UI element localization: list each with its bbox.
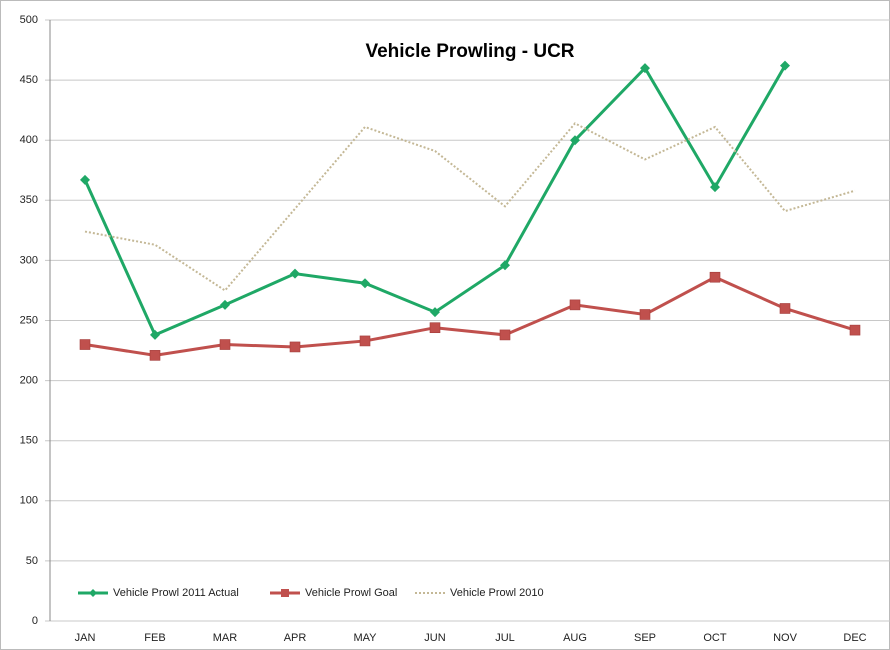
x-tick-label: JAN [75,632,96,644]
legend-label: Vehicle Prowl Goal [305,587,397,599]
series [84,122,856,292]
y-tick-label: 300 [20,254,38,266]
y-tick-label: 350 [20,194,38,206]
x-tick-label: FEB [144,632,165,644]
legend-marker [281,589,289,597]
marker [640,63,650,74]
y-tick-label: 500 [20,14,38,26]
chart-title: Vehicle Prowling - UCR [365,41,574,62]
x-tick-label: MAY [353,632,377,644]
marker [639,309,651,320]
marker [710,182,720,193]
y-tick-label: 250 [20,314,38,326]
x-tick-label: JUL [495,632,515,644]
legend-marker [89,589,97,597]
marker [779,303,791,314]
marker [359,335,371,347]
y-tick-label: 200 [20,375,38,387]
marker [149,350,161,361]
legend-label: Vehicle Prowl 2011 Actual [113,587,239,599]
y-tick-label: 0 [32,615,38,627]
x-tick-label: APR [284,632,307,644]
marker [500,260,510,271]
marker [709,271,721,283]
marker [569,299,581,311]
marker [430,307,440,318]
y-tick-label: 50 [26,555,38,567]
marker [570,135,580,146]
y-tick-label: 400 [20,134,38,146]
y-tick-label: 150 [20,435,38,447]
marker [780,60,790,71]
marker [79,339,91,350]
x-tick-label: MAR [213,632,238,644]
marker [289,341,301,353]
x-tick-label: JUN [424,632,445,644]
y-tick-label: 450 [20,74,38,86]
x-tick-label: AUG [563,632,587,644]
x-tick-label: DEC [843,632,866,644]
marker [429,322,441,334]
marker [360,278,370,289]
marker [499,329,511,341]
x-tick-label: OCT [703,632,727,644]
marker [219,339,231,350]
marker [220,299,230,310]
y-tick-label: 100 [20,495,38,507]
x-tick-label: SEP [634,632,656,644]
marker [849,324,861,336]
x-tick-label: NOV [773,632,798,644]
series-line [84,122,856,292]
series [79,271,861,361]
legend-label: Vehicle Prowl 2010 [450,587,544,599]
marker [290,268,300,279]
marker [150,329,160,340]
series-line [84,275,856,357]
series [80,60,790,340]
marker [80,174,90,185]
